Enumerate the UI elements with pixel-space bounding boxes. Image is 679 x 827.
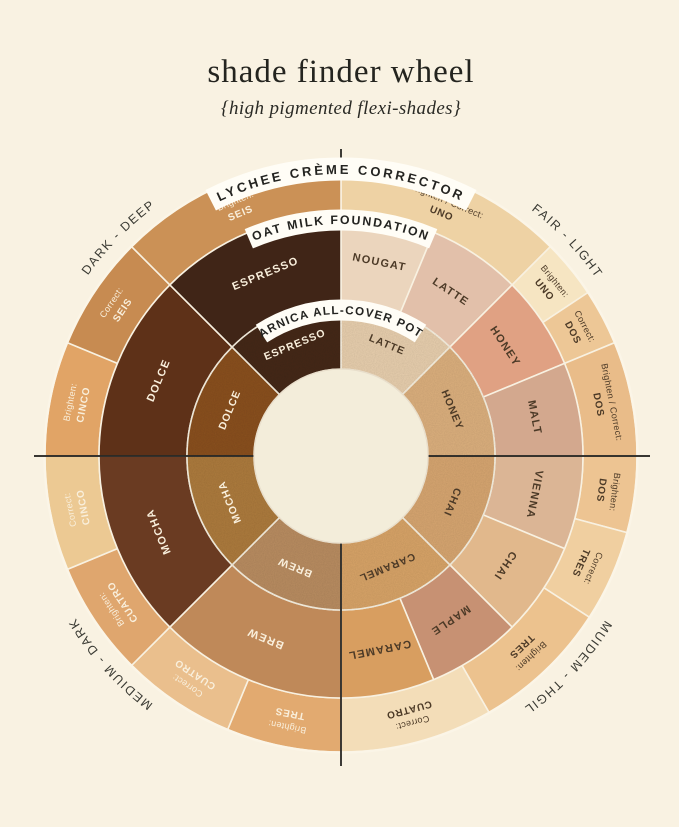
corrector-shade-text: DOS — [594, 478, 608, 503]
shade-wheel: Brighten / Correct:UNOBrighten:UNOCorrec… — [34, 149, 650, 766]
ring-concealer — [186, 301, 496, 611]
label-corrector-dos-4: Brighten:DOS — [594, 472, 622, 512]
center-circle — [253, 368, 429, 544]
page-title: shade finder wheel — [207, 54, 474, 90]
page-subtitle: {high pigmented flexi-shades} — [221, 98, 461, 119]
banner-corrector — [205, 157, 477, 211]
banner-foundation — [244, 209, 438, 249]
corrector-shade-text: DOS — [590, 392, 605, 418]
banner-concealer — [255, 299, 427, 343]
corrector-usage-text: Brighten: — [607, 472, 622, 512]
